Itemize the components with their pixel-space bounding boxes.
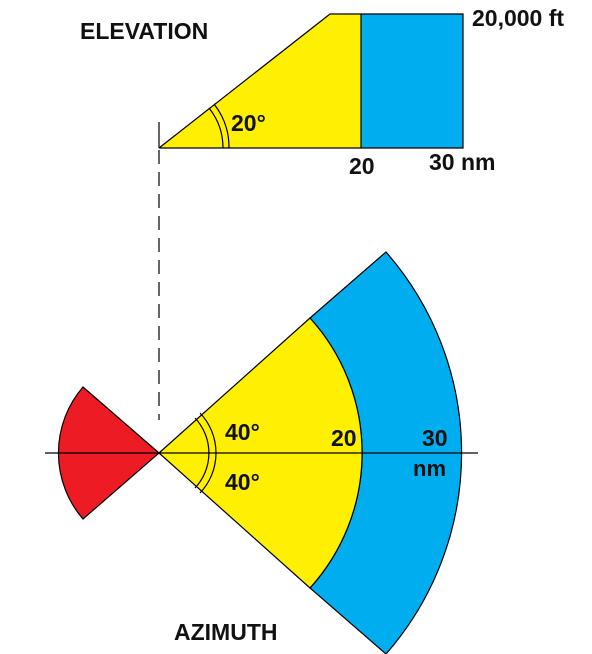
azimuth-title: AZIMUTH: [174, 619, 277, 645]
elevation-range-inner-label: 20: [349, 153, 375, 179]
elevation-angle-arc-outer: [213, 103, 230, 149]
azimuth-angle-arc-outer: [199, 412, 217, 494]
elevation-angle-arc-inner: [208, 107, 224, 149]
azimuth-view: 40° 40° 20 30 nm AZIMUTH: [45, 251, 478, 654]
azimuth-range-unit-label: nm: [413, 456, 446, 481]
azimuth-angle-arc-inner: [194, 417, 210, 489]
elevation-outline: [158, 13, 464, 149]
elevation-range-outer-label: 30 nm: [429, 149, 495, 175]
elevation-title: ELEVATION: [80, 18, 208, 44]
azimuth-range-outer-label: 30: [422, 425, 448, 451]
azimuth-lower-angle-label: 40°: [225, 469, 260, 495]
elevation-inner-region: [159, 14, 361, 148]
elevation-ceiling-label: 20,000 ft: [472, 5, 564, 31]
azimuth-upper-angle-label: 40°: [225, 419, 260, 445]
azimuth-range-inner-label: 20: [331, 425, 357, 451]
elevation-angle-label: 20°: [231, 110, 266, 136]
elevation-view: ELEVATION 20,000 ft 20° 20 30 nm: [80, 5, 564, 179]
elevation-outer-region: [361, 14, 463, 148]
